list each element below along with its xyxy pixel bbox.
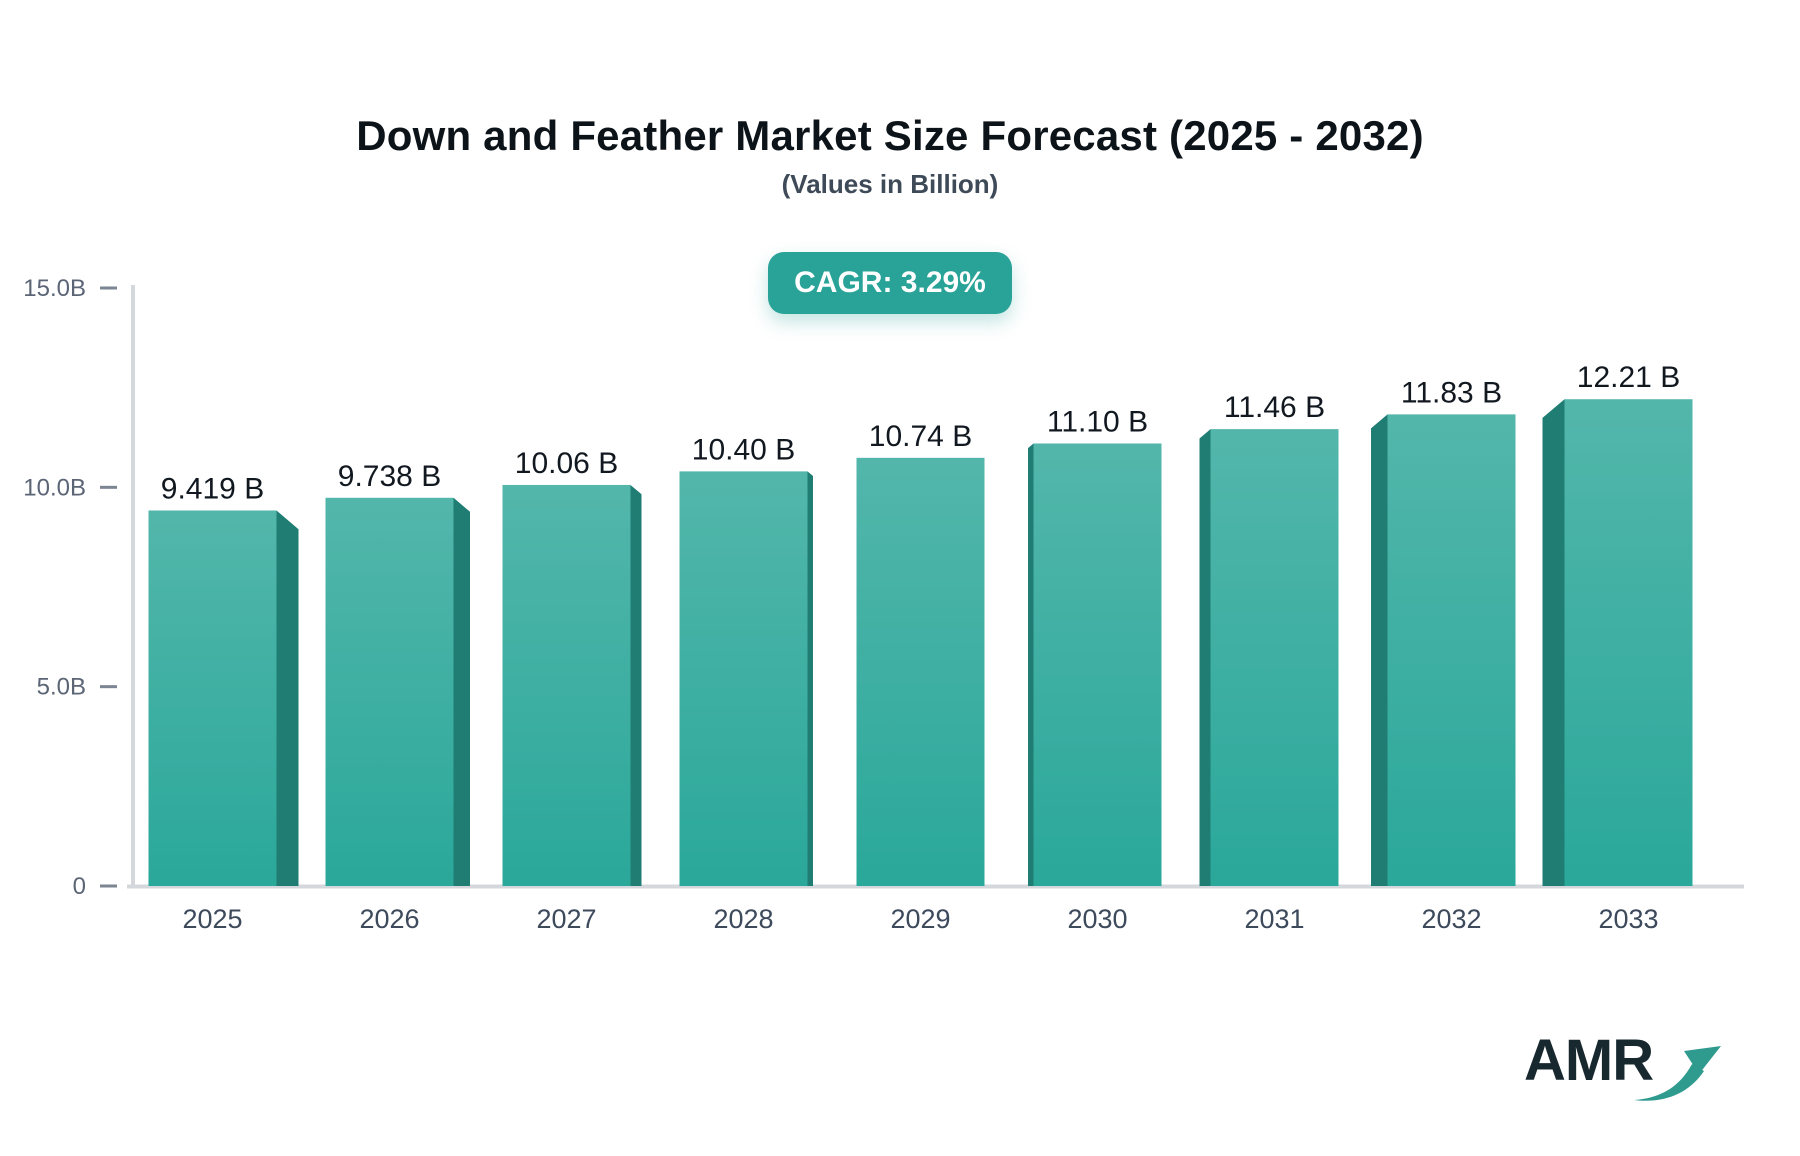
bar-2028: 10.40 B 2028 bbox=[679, 433, 813, 934]
bar-value-label: 10.06 B bbox=[515, 447, 618, 480]
bar-2026: 9.738 B 2026 bbox=[325, 460, 470, 934]
y-tick-mark bbox=[100, 286, 117, 290]
bar-front-face bbox=[856, 457, 985, 886]
chart-subtitle: (Values in Billion) bbox=[781, 169, 999, 199]
growth-arrow-head bbox=[1684, 1046, 1721, 1074]
bar-value-label: 9.738 B bbox=[338, 460, 441, 493]
x-axis-label: 2031 bbox=[1244, 904, 1304, 934]
x-axis-label: 2030 bbox=[1067, 904, 1127, 934]
bar-front-face bbox=[1033, 443, 1162, 886]
x-axis-label: 2025 bbox=[182, 904, 242, 934]
amr-logo-text: AMR bbox=[1524, 1028, 1654, 1093]
x-axis-label: 2026 bbox=[359, 904, 419, 934]
y-tick-label: 15.0B bbox=[23, 275, 86, 302]
y-tick-mark bbox=[100, 485, 117, 489]
bar-side-face bbox=[1542, 399, 1565, 886]
bar-2031: 11.46 B 2031 bbox=[1199, 391, 1339, 934]
x-axis-label: 2032 bbox=[1421, 904, 1481, 934]
bar-value-label: 10.74 B bbox=[869, 420, 972, 453]
y-tick-label: 10.0B bbox=[23, 474, 86, 501]
x-axis-label: 2027 bbox=[536, 904, 596, 934]
bar-2029: 10.74 B 2029 bbox=[856, 420, 985, 934]
bar-front-face bbox=[325, 497, 454, 886]
bar-side-face bbox=[1199, 429, 1211, 886]
bar-side-face bbox=[807, 471, 813, 886]
bar-value-label: 9.419 B bbox=[161, 472, 264, 505]
x-axis-label: 2033 bbox=[1598, 904, 1658, 934]
bar-front-face bbox=[1210, 429, 1339, 886]
bar-value-label: 11.10 B bbox=[1047, 405, 1148, 438]
bar-front-face bbox=[502, 484, 631, 886]
bar-value-label: 12.21 B bbox=[1577, 361, 1680, 394]
bar-side-face bbox=[1371, 414, 1388, 886]
bar-front-face bbox=[1387, 414, 1516, 886]
bar-2027: 10.06 B 2027 bbox=[502, 447, 642, 934]
cagr-badge: CAGR: 3.29% bbox=[768, 252, 1012, 314]
x-axis-label: 2029 bbox=[890, 904, 950, 934]
growth-arrow-swoosh bbox=[1634, 1064, 1704, 1101]
bar-2033: 12.21 B 2033 bbox=[1542, 361, 1693, 934]
y-axis-line bbox=[131, 285, 135, 888]
bar-value-label: 11.83 B bbox=[1401, 376, 1502, 409]
bar-value-label: 10.40 B bbox=[692, 433, 795, 466]
cagr-badge-row: CAGR: 3.29% bbox=[0, 252, 1780, 314]
y-tick-mark bbox=[100, 685, 117, 689]
bar-front-face bbox=[148, 510, 277, 886]
chart-title: Down and Feather Market Size Forecast (2… bbox=[356, 112, 1424, 159]
y-tick-mark bbox=[100, 884, 117, 888]
bar-side-face bbox=[630, 484, 642, 886]
growth-arrow-icon bbox=[1634, 1046, 1721, 1101]
bar-2032: 11.83 B 2032 bbox=[1371, 376, 1516, 934]
y-tick-label: 5.0B bbox=[37, 674, 86, 701]
x-axis-line bbox=[127, 884, 1744, 889]
bar-front-face bbox=[679, 471, 808, 886]
bar-side-face bbox=[276, 510, 299, 886]
bar-value-label: 11.46 B bbox=[1224, 391, 1325, 424]
bar-side-face bbox=[453, 497, 470, 886]
bar-side-face bbox=[1028, 443, 1034, 886]
amr-logo: AMR bbox=[1524, 1032, 1724, 1122]
bar-front-face bbox=[1564, 399, 1693, 886]
x-axis-label: 2028 bbox=[713, 904, 773, 934]
bar-2025: 9.419 B 2025 bbox=[148, 472, 299, 934]
bar-2030: 11.10 B 2030 bbox=[1028, 405, 1162, 934]
y-tick-label: 0 bbox=[73, 873, 86, 900]
